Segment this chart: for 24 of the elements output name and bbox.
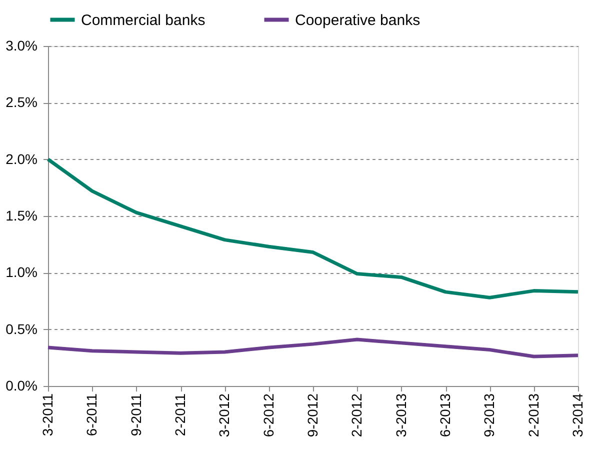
x-tick-label: 3-2011 <box>40 393 56 436</box>
y-tick-label: 3.0% <box>6 38 38 54</box>
x-tick-label: 6-2011 <box>84 393 100 436</box>
x-tick-label: 3-2012 <box>216 393 232 438</box>
line-series <box>46 158 580 300</box>
legend-label: Cooperative banks <box>295 12 420 29</box>
x-tick-label: 6-2012 <box>260 393 276 438</box>
x-tick-label: 2-2011 <box>172 393 188 436</box>
legend-label: Commercial banks <box>81 12 206 29</box>
y-tick-label: 1.0% <box>6 264 38 280</box>
x-tick-label: 3-2013 <box>392 393 409 438</box>
y-tick-label: 0.5% <box>6 320 38 337</box>
y-tick-label: 2.0% <box>6 150 38 167</box>
x-tick-label: 2-2012 <box>348 393 365 438</box>
x-tick-label: 9-2012 <box>304 393 320 438</box>
y-tick-label: 2.5% <box>6 94 38 110</box>
x-tick-label: 9-2013 <box>481 393 498 438</box>
x-tick-label: 9-2011 <box>128 393 144 436</box>
x-tick-label: 3-2014 <box>570 393 586 438</box>
y-tick-label: 1.5% <box>6 208 38 224</box>
x-tick-label: 6-2013 <box>437 393 453 438</box>
y-tick-label: 0.0% <box>6 378 38 394</box>
x-tick-label: 2-2013 <box>525 393 542 438</box>
line-series <box>46 338 580 358</box>
